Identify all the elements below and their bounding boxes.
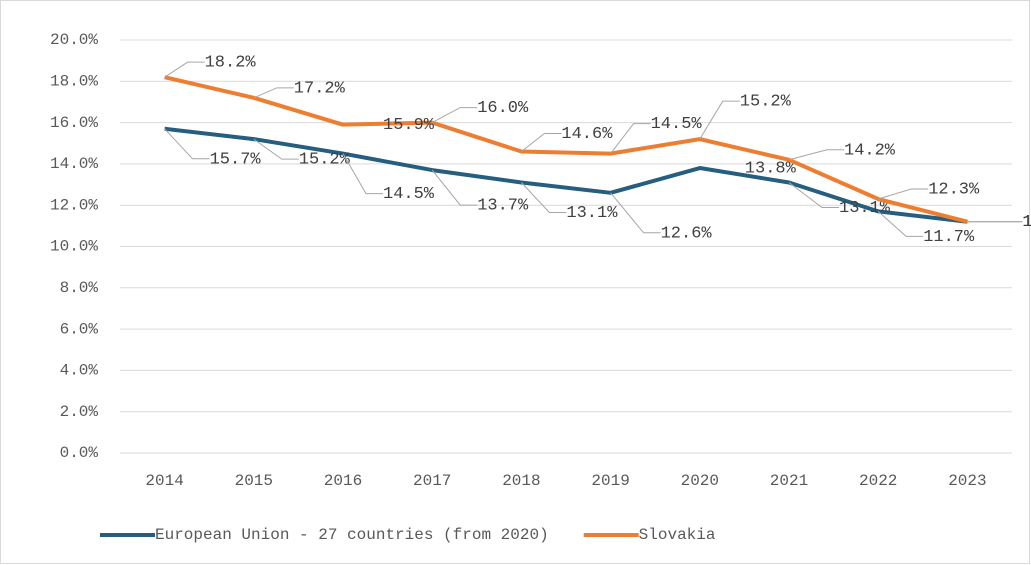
y-tick-label: 20.0% <box>50 31 98 49</box>
y-tick-label: 0.0% <box>60 444 99 462</box>
x-tick-label: 2020 <box>681 472 719 490</box>
x-tick-label: 2018 <box>502 472 540 490</box>
series-line <box>164 75 968 224</box>
y-tick-label: 6.0% <box>60 320 99 338</box>
data-label: 13.8% <box>745 160 797 179</box>
y-tick-label: 2.0% <box>60 403 99 421</box>
leader-line <box>788 149 844 161</box>
x-tick-label: 2022 <box>859 472 897 490</box>
data-label: 18.2% <box>205 54 257 73</box>
leader-line <box>610 123 651 154</box>
y-tick-label: 4.0% <box>60 362 99 380</box>
data-label: 11.2% <box>1022 213 1031 232</box>
data-label: 12.3% <box>928 180 980 199</box>
y-tick-label: 18.0% <box>50 73 98 91</box>
leader-line <box>699 100 740 140</box>
data-label: 15.9% <box>383 116 435 135</box>
x-tick-label: 2021 <box>770 472 808 490</box>
data-label: 14.5% <box>651 115 703 134</box>
x-tick-label: 2016 <box>324 472 362 490</box>
data-label: 17.2% <box>294 79 346 98</box>
data-label: 13.1% <box>839 199 891 218</box>
x-tick-label: 2023 <box>948 472 986 490</box>
leader-line <box>431 169 478 206</box>
legend-label: Slovakia <box>639 526 716 544</box>
leader-line <box>877 211 924 237</box>
y-tick-label: 10.0% <box>50 238 98 256</box>
x-tick-label: 2019 <box>591 472 629 490</box>
leader-line <box>521 182 567 213</box>
leader-line <box>788 182 839 208</box>
leader-line <box>253 138 299 160</box>
data-label: 14.6% <box>561 125 613 144</box>
data-label: 14.5% <box>383 185 435 204</box>
y-tick-label: 16.0% <box>50 114 98 132</box>
x-tick-label: 2014 <box>145 472 183 490</box>
leader-line <box>610 192 661 234</box>
data-label: 15.2% <box>740 93 792 112</box>
data-label: 15.2% <box>299 151 351 170</box>
data-label: 13.7% <box>477 197 529 216</box>
x-tick-label: 2017 <box>413 472 451 490</box>
y-tick-label: 14.0% <box>50 155 98 173</box>
legend-label: European Union - 27 countries (from 2020… <box>155 526 549 544</box>
data-label: 16.0% <box>477 99 529 118</box>
data-label: 12.6% <box>661 224 713 243</box>
data-label: 13.1% <box>566 204 618 223</box>
leader-line <box>164 128 210 160</box>
data-label: 14.2% <box>844 141 896 160</box>
x-tick-label: 2015 <box>235 472 273 490</box>
data-label: 11.7% <box>923 228 975 247</box>
leader-line <box>878 188 929 200</box>
leader-line <box>164 61 205 78</box>
leader-line <box>521 133 562 152</box>
leader-line <box>253 87 294 99</box>
y-tick-label: 12.0% <box>50 196 98 214</box>
y-tick-label: 8.0% <box>60 279 99 297</box>
series-line <box>164 126 968 224</box>
leader-line <box>431 107 478 124</box>
data-label: 11.2% <box>1022 213 1031 232</box>
data-label: 15.7% <box>210 150 262 169</box>
leader-line <box>342 153 383 195</box>
